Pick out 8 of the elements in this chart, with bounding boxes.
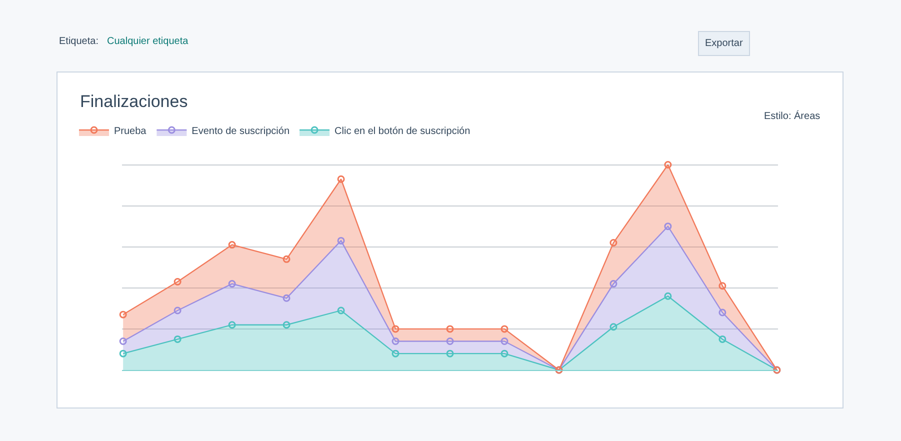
legend-label: Evento de suscripción [192, 126, 290, 137]
text: Etiqueta: [59, 36, 98, 47]
chart-title: Finalizaciones [80, 92, 188, 111]
text: Estilo: Áreas [764, 110, 820, 122]
text: Cualquier etiqueta [107, 36, 189, 47]
legend-label: Clic en el botón de suscripción [334, 126, 470, 137]
legend-label: Prueba [114, 126, 147, 137]
text: Exportar [705, 38, 744, 49]
